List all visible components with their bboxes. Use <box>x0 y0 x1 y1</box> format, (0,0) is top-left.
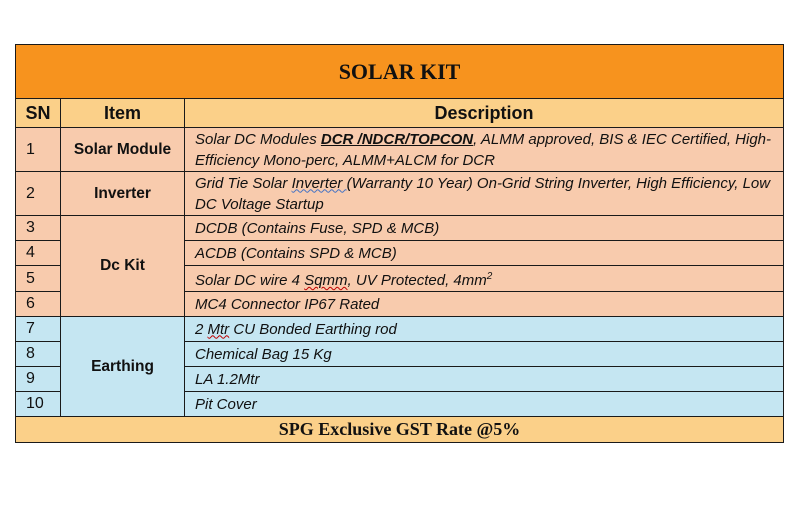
row-description: 2 Mtr CU Bonded Earthing rod <box>183 316 785 342</box>
row-sn: 10 <box>15 391 61 417</box>
desc-prefix: Grid Tie Solar <box>195 174 292 192</box>
header-description: Description <box>183 98 785 128</box>
row-description: Solar DC wire 4 Sqmm, UV Protected, 4mm2 <box>183 265 785 292</box>
table-row: 3 Dc Kit DCDB (Contains Fuse, SPD & MCB) <box>15 215 785 317</box>
desc-prefix: 2 <box>195 320 208 338</box>
table-row: 10 Pit Cover <box>15 391 785 417</box>
row-sn: 8 <box>15 341 61 367</box>
desc-prefix: Solar DC wire 4 <box>195 272 305 289</box>
table-title: SOLAR KIT <box>14 44 785 99</box>
gst-rate-footer: SPG Exclusive GST Rate @5% <box>14 416 785 443</box>
desc-highlight: DCR /NDCR/TOPCON <box>320 130 474 148</box>
row-description: Pit Cover <box>183 391 785 417</box>
table-row: 2 Inverter Grid Tie Solar Inverter (Warr… <box>15 171 785 216</box>
solar-kit-table: SOLAR KIT SN Item Description 1 Solar Mo… <box>14 44 785 443</box>
row-sn: 9 <box>15 366 61 392</box>
row-sn: 7 <box>15 316 61 342</box>
table-row: 5 Solar DC wire 4 Sqmm, UV Protected, 4m… <box>15 265 785 292</box>
row-description: LA 1.2Mtr <box>183 366 785 392</box>
table-row: 1 Solar Module Solar DC Modules DCR /NDC… <box>15 127 785 172</box>
row-item: Solar Module <box>60 127 185 172</box>
row-sn: 5 <box>15 265 61 292</box>
row-description: Solar DC Modules DCR /NDCR/TOPCON, ALMM … <box>183 127 785 172</box>
row-sn: 6 <box>15 291 61 317</box>
row-sn: 1 <box>15 127 61 172</box>
table-row: 9 LA 1.2Mtr <box>15 366 785 392</box>
desc-suffix: (Warranty 10 Year) On-Grid String Invert… <box>195 174 771 213</box>
table-row: 6 MC4 Connector IP67 Rated <box>15 291 785 317</box>
desc-suffix: , ALMM approved, BIS & IEC Certified, Hi… <box>195 130 772 169</box>
desc-prefix: Solar DC Modules <box>195 130 321 148</box>
desc-highlight: Mtr <box>207 320 230 338</box>
row-description: MC4 Connector IP67 Rated <box>183 291 785 317</box>
row-item: Inverter <box>60 171 185 216</box>
row-sn: 2 <box>15 171 61 216</box>
table-row: 7 Earthing 2 Mtr CU Bonded Earthing rod <box>15 316 785 417</box>
row-description: DCDB (Contains Fuse, SPD & MCB) <box>183 215 785 241</box>
header-sn: SN <box>15 98 61 128</box>
row-sn: 4 <box>15 240 61 266</box>
desc-suffix: CU Bonded Earthing rod <box>229 320 397 338</box>
desc-superscript: 2 <box>486 271 493 282</box>
desc-suffix: , UV Protected, 4mm <box>347 272 487 289</box>
desc-highlight: Inverter <box>291 174 347 192</box>
header-row: SN Item Description <box>15 98 785 128</box>
row-description: Grid Tie Solar Inverter (Warranty 10 Yea… <box>183 171 785 216</box>
desc-highlight: Sqmm <box>304 272 348 289</box>
header-item: Item <box>60 98 185 128</box>
row-description: ACDB (Contains SPD & MCB) <box>183 240 785 266</box>
table-row: 8 Chemical Bag 15 Kg <box>15 341 785 367</box>
row-description: Chemical Bag 15 Kg <box>183 341 785 367</box>
row-item: Earthing <box>60 316 185 417</box>
row-item: Dc Kit <box>60 215 185 317</box>
table-row: 4 ACDB (Contains SPD & MCB) <box>15 240 785 266</box>
solar-kit-table-wrapper: SOLAR KIT SN Item Description 1 Solar Mo… <box>14 44 785 443</box>
row-sn: 3 <box>15 215 61 241</box>
